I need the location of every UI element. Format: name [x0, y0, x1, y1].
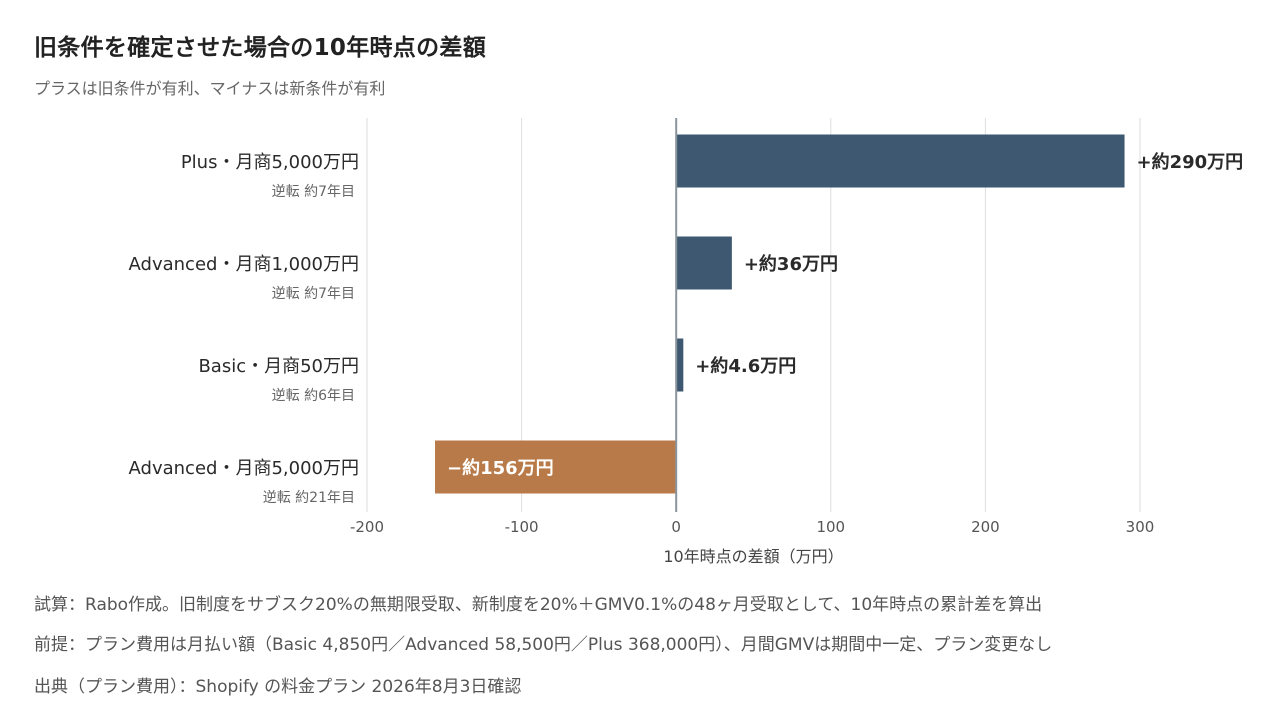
reversal-sublabel: 逆転 約7年目 — [272, 286, 355, 302]
source-note: 出典（プラン費用）：Shopify の料金プラン 2026年8月3日確認 — [34, 677, 522, 697]
bar — [676, 338, 684, 392]
calculation-note: 試算：Rabo作成。旧制度をサブスク20%の無期限受取、新制度を20%＋GMV0… — [34, 595, 1043, 615]
x-tick-label: 100 — [816, 518, 845, 536]
data-label: +約290万円 — [1137, 151, 1244, 173]
premise-note: 前提：プラン費用は月払い額（Basic 4,850円／Advanced 58,5… — [34, 635, 1053, 655]
chart-title: 旧条件を確定させた場合の10年時点の差額 — [34, 35, 487, 61]
x-tick-label: 0 — [671, 518, 681, 536]
bar — [435, 440, 677, 494]
x-axis-label: 10年時点の差額（万円） — [663, 547, 843, 566]
bar — [676, 236, 732, 290]
chart-subtitle: プラスは旧条件が有利、マイナスは新条件が有利 — [34, 79, 386, 98]
x-tick-label: -100 — [505, 518, 539, 536]
bar — [676, 134, 1125, 188]
x-tick-label: 200 — [971, 518, 1000, 536]
x-tick-label: 300 — [1126, 518, 1155, 536]
reversal-sublabel: 逆転 約21年目 — [263, 490, 355, 506]
category-label: Advanced・月商1,000万円 — [129, 254, 359, 275]
x-tick-label: -200 — [350, 518, 384, 536]
data-label: −約156万円 — [447, 457, 554, 479]
data-label: +約4.6万円 — [695, 355, 796, 377]
reversal-sublabel: 逆転 約7年目 — [272, 184, 355, 200]
category-label: Advanced・月商5,000万円 — [129, 458, 359, 479]
data-label: +約36万円 — [744, 253, 838, 275]
category-label: Basic・月商50万円 — [198, 356, 359, 377]
reversal-sublabel: 逆転 約6年目 — [272, 388, 355, 404]
category-label: Plus・月商5,000万円 — [181, 152, 359, 173]
